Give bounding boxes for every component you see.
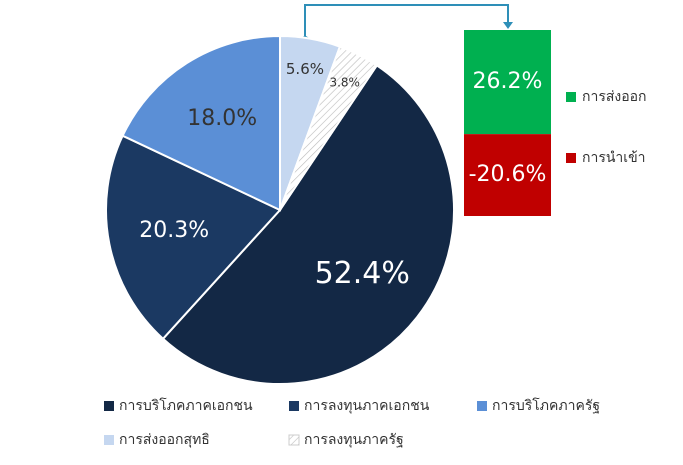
data-label: 3.8% (329, 75, 360, 89)
legend-swatch (289, 401, 299, 411)
legend-swatch (477, 401, 487, 411)
bar (464, 30, 551, 135)
data-label: 18.0% (187, 106, 257, 131)
legend-swatch (566, 153, 576, 163)
pie-slice (161, 64, 455, 385)
bar (464, 134, 551, 216)
connector (304, 4, 509, 40)
legend-label: การลงทุนภาครัฐ (304, 432, 404, 448)
data-label: -20.6% (469, 162, 547, 187)
data-label: 5.6% (286, 60, 324, 78)
pie-slice (105, 134, 282, 341)
connector-arrow (503, 22, 513, 29)
pie-slice (121, 34, 281, 212)
legend-swatch (104, 401, 114, 411)
pie-slice (279, 45, 379, 211)
legend-label: การลงทุนภาคเอกชน (304, 398, 430, 414)
data-label: 52.4% (315, 256, 410, 291)
data-label: 26.2% (473, 69, 543, 94)
legend-label: การบริโภคภาคเอกชน (119, 397, 253, 414)
legend-swatch (288, 434, 300, 446)
data-label: 20.3% (139, 218, 209, 243)
legend-swatch (566, 92, 576, 102)
legend-label: การส่งออกสุทธิ (119, 432, 210, 448)
legend-label: การส่งออก (582, 89, 647, 105)
legend-swatch (104, 435, 114, 445)
legend-label: การนำเข้า (582, 150, 646, 166)
legend-label: การบริโภคภาครัฐ (492, 397, 600, 414)
